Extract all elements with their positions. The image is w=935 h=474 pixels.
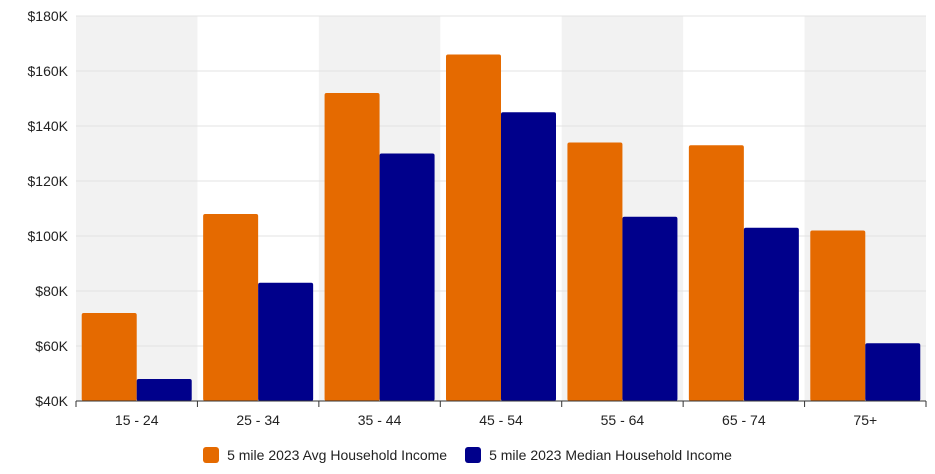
- y-tick-label: $140K: [28, 118, 69, 134]
- y-tick-label: $160K: [28, 63, 69, 79]
- bar-median-income[interactable]: [379, 153, 435, 402]
- bar-avg-income[interactable]: [203, 214, 259, 401]
- bar-avg-income[interactable]: [81, 313, 137, 401]
- bars: [81, 54, 921, 402]
- y-tick-label: $100K: [28, 228, 69, 244]
- x-tick-label: 75+: [853, 412, 877, 428]
- y-tick-label: $180K: [28, 8, 69, 24]
- legend-item-median-income[interactable]: 5 mile 2023 Median Household Income: [465, 447, 732, 463]
- bar-median-income[interactable]: [258, 282, 314, 401]
- legend-label-median-income: 5 mile 2023 Median Household Income: [489, 447, 732, 463]
- x-tick-label: 35 - 44: [358, 412, 402, 428]
- bar-median-income[interactable]: [743, 227, 799, 401]
- y-axis-ticks: $40K $60K $80K $100K $120K $140K $160K $180K: [28, 8, 69, 409]
- x-tick-label: 15 - 24: [115, 412, 159, 428]
- bar-median-income[interactable]: [136, 379, 192, 401]
- x-tick-label: 45 - 54: [479, 412, 523, 428]
- bar-median-income[interactable]: [622, 216, 678, 401]
- bar-avg-income[interactable]: [567, 142, 623, 402]
- y-tick-label: $120K: [28, 173, 69, 189]
- x-tick-label: 25 - 34: [236, 412, 280, 428]
- x-axis-ticks: 15 - 24 25 - 34 35 - 44 45 - 54 55 - 64 65 - …: [75, 401, 927, 428]
- y-tick-label: $40K: [35, 393, 68, 409]
- x-tick-label: 55 - 64: [601, 412, 645, 428]
- bar-median-income[interactable]: [501, 112, 556, 401]
- legend-swatch-median-income: [465, 447, 482, 463]
- legend-swatch-avg-income: [203, 447, 220, 463]
- x-tick-label: 65 - 74: [722, 412, 766, 428]
- y-tick-label: $80K: [35, 283, 68, 299]
- bar-chart: $40K $60K $80K $100K $120K $140K $160K $180K 15…: [28, 8, 927, 428]
- bar-avg-income[interactable]: [446, 54, 501, 402]
- y-tick-label: $60K: [35, 338, 68, 354]
- bar-avg-income[interactable]: [324, 93, 380, 401]
- bar-avg-income[interactable]: [688, 145, 744, 401]
- bar-median-income[interactable]: [865, 343, 921, 401]
- legend: 5 mile 2023 Avg Household Income 5 mile …: [0, 447, 935, 463]
- legend-label-avg-income: 5 mile 2023 Avg Household Income: [227, 447, 448, 463]
- legend-item-avg-income[interactable]: 5 mile 2023 Avg Household Income: [203, 447, 447, 463]
- bar-avg-income[interactable]: [810, 230, 866, 402]
